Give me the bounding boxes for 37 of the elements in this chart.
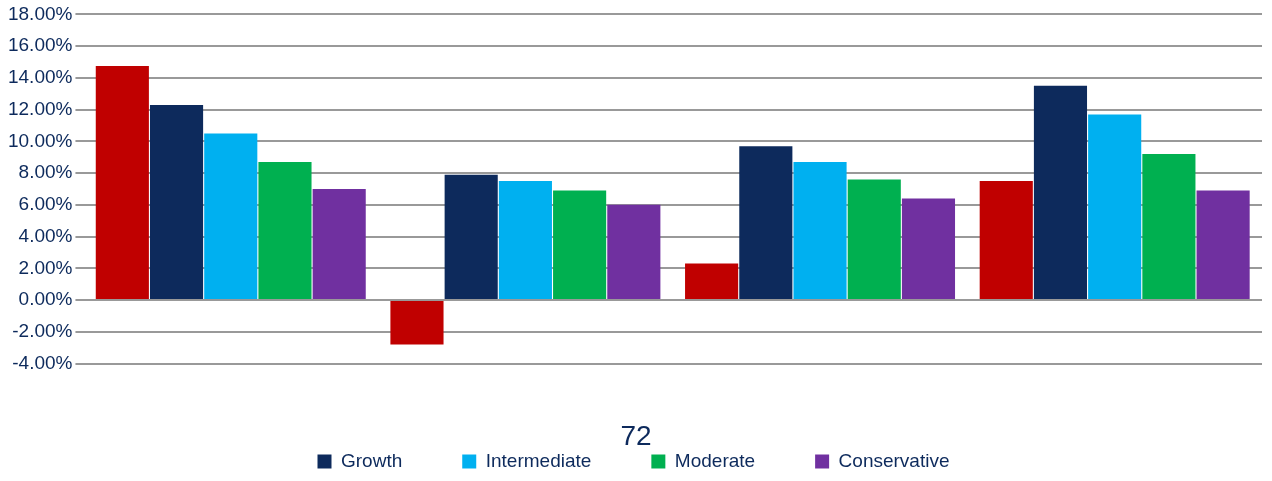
bar <box>1142 154 1196 300</box>
y-tick-label: 0.00% <box>18 288 73 310</box>
bar <box>1196 190 1250 300</box>
y-tick-label: 2.00% <box>18 256 73 278</box>
bar <box>1088 114 1142 300</box>
y-tick-label: 10.00% <box>7 129 73 151</box>
bar <box>149 104 204 300</box>
bar <box>793 162 847 300</box>
bar <box>607 204 661 300</box>
y-tick-label: 12.00% <box>7 97 73 119</box>
bar <box>553 190 607 300</box>
bar <box>847 179 901 300</box>
bar <box>390 301 444 345</box>
legend-label: Intermediate <box>485 449 592 471</box>
bar <box>901 198 956 300</box>
text: 72 <box>620 420 652 451</box>
bar <box>1033 85 1088 300</box>
y-tick-label: 16.00% <box>7 34 73 56</box>
y-tick-label: 14.00% <box>7 66 73 88</box>
bar <box>312 189 366 300</box>
bar <box>498 181 552 300</box>
bar <box>685 263 739 300</box>
bar <box>979 181 1033 300</box>
bar <box>258 162 312 300</box>
legend-label: Growth <box>341 449 403 471</box>
y-tick-label: 18.00% <box>7 2 73 24</box>
legend-label: Conservative <box>838 449 950 471</box>
y-tick-label: 4.00% <box>18 224 73 246</box>
bar <box>95 65 149 300</box>
legend-label: Moderate <box>674 449 756 471</box>
y-tick-label: 6.00% <box>18 193 73 215</box>
y-tick-label: -4.00% <box>12 351 73 373</box>
y-tick-label: 8.00% <box>18 161 73 183</box>
y-tick-label: -2.00% <box>12 320 73 342</box>
bar <box>444 174 498 300</box>
bar <box>204 133 258 300</box>
bar <box>739 146 793 300</box>
